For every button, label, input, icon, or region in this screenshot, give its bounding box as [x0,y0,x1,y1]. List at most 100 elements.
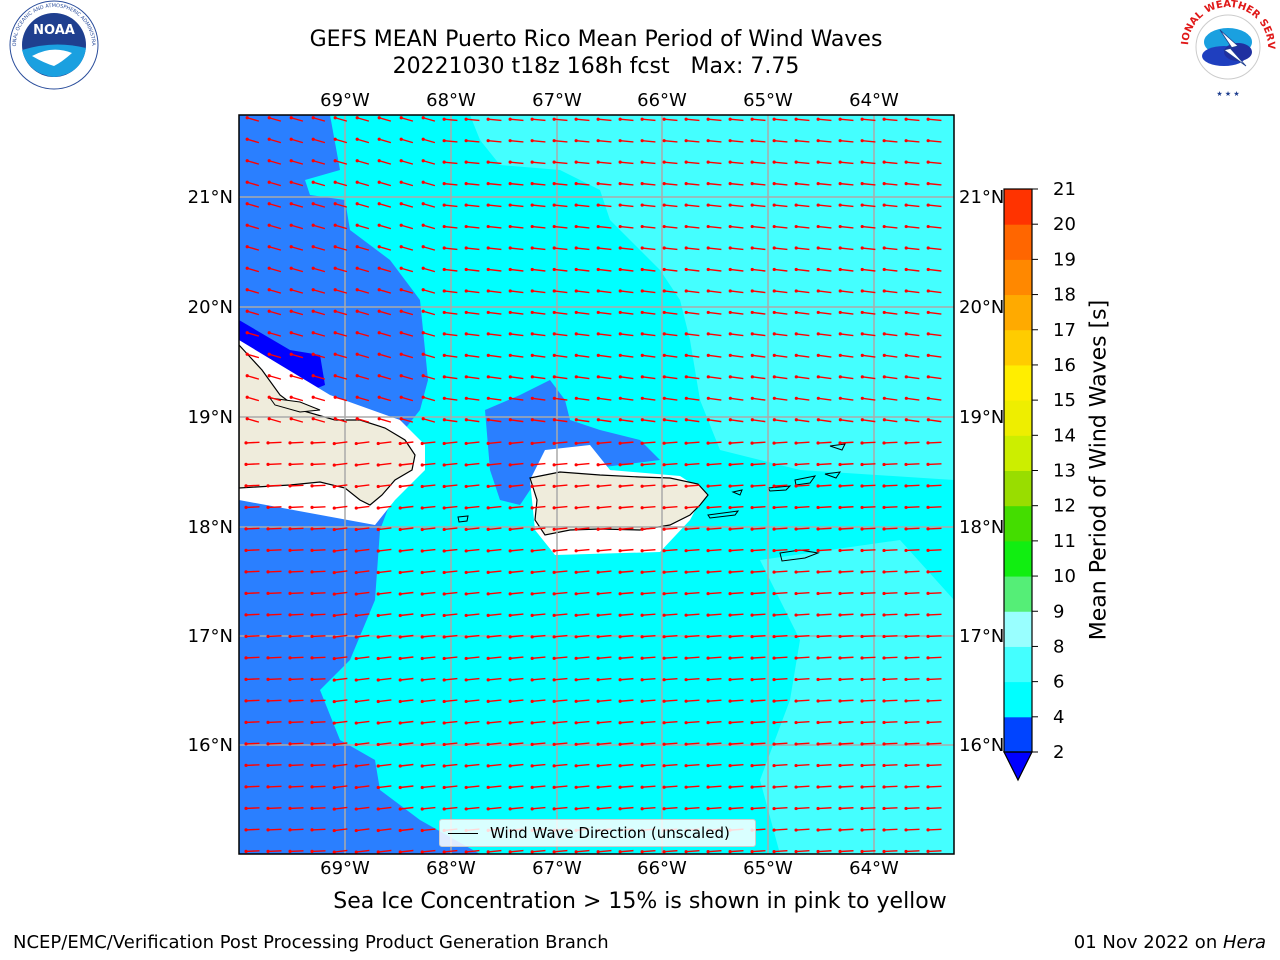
wind-arrow-head [706,764,710,768]
wind-arrow-head [288,505,292,509]
wind-arrow [884,376,898,380]
wind-arrow [620,268,634,272]
wind-arrow-head [530,267,534,272]
wind-arrow-head [530,246,534,250]
wind-arrow-head [662,721,666,725]
wind-arrow [335,117,348,122]
wind-arrow [620,419,634,423]
wind-arrow [313,224,326,230]
wind-arrow [532,656,546,660]
wind-arrow-head [398,570,402,575]
wind-arrow-head [311,395,315,399]
wind-arrow [884,419,898,423]
wind-arrow [444,118,458,122]
wind-arrow [884,182,898,186]
wind-arrow-head [684,635,688,639]
lat-label-right: 19°N [959,407,1004,428]
wind-arrow [554,204,568,208]
wind-arrow-head [574,375,578,379]
wind-arrow [730,484,744,487]
wind-arrow-head [662,310,666,315]
wind-arrow [532,613,546,617]
wind-arrow-head [398,441,402,446]
wind-arrow [774,570,788,573]
wind-arrow-head [486,332,490,336]
wind-arrow [708,397,722,401]
wind-arrow-head [355,417,359,421]
wind-arrow [774,290,788,294]
wind-arrow [246,785,260,788]
wind-arrow [708,333,722,337]
wind-arrow-head [464,807,468,811]
wind-arrow-head [882,462,886,467]
wind-arrow [664,484,678,487]
wind-arrow [598,161,612,165]
wind-arrow [400,720,414,724]
wind-arrow [554,527,568,531]
wind-arrow-head [355,395,359,399]
wind-arrow [664,225,678,229]
wind-arrow-head [574,592,578,596]
wind-arrow-head [618,742,622,746]
wind-arrow-head [332,828,336,833]
wind-arrow-head [574,203,578,207]
wind-arrow-head [442,375,446,379]
wind-arrow [620,182,634,186]
wind-arrow-head [662,182,666,186]
wind-arrow-head [904,484,908,488]
wind-arrow-head [310,441,314,445]
wind-arrow-head [684,375,688,379]
wind-arrow [291,203,304,208]
wind-arrow [269,353,282,359]
wind-arrow-head [376,549,380,553]
wind-arrow-head [794,375,798,379]
wind-arrow-head [355,331,359,335]
wind-arrow [708,204,722,208]
wind-arrow [774,527,788,530]
wind-arrow [334,505,348,509]
wind-arrow-head [838,634,842,639]
lat-label-right: 21°N [959,187,1004,208]
wind-arrow [664,656,678,659]
wind-arrow-head [728,721,732,725]
wind-arrow [906,182,920,186]
wind-arrow-head [926,267,930,272]
wind-arrow [818,807,832,810]
wind-arrow [620,397,634,401]
wind-arrow [356,634,370,638]
wind-arrow [928,311,942,315]
lat-label-right: 17°N [959,626,1004,647]
wind-arrow-head [640,267,644,272]
wind-arrow-head [552,396,556,400]
wind-arrow [620,462,634,466]
wind-arrow [818,656,832,659]
wind-arrow [444,419,458,423]
wind-arrow-head [552,289,556,293]
wind-arrow-head [750,806,754,811]
lon-label-top: 64°W [849,90,899,111]
wind-arrow-head [311,116,315,120]
wind-arrow [466,785,480,789]
colorbar-tick-label: 21 [1053,179,1076,200]
wind-arrow-head [706,463,710,467]
wind-arrow [664,763,678,767]
wind-arrow-head [530,332,534,336]
wind-arrow-head [399,159,403,163]
wind-arrow-head [728,850,732,854]
wind-arrow-head [728,160,732,164]
wind-arrow-head [706,656,710,660]
wind-arrow [862,333,876,337]
wind-arrow [620,613,634,616]
wind-arrow [664,182,678,186]
wind-arrow-head [618,353,622,357]
wind-arrow-head [926,806,930,810]
wind-arrow [488,311,502,315]
wind-arrow-head [333,137,337,141]
wind-arrow-head [398,785,402,790]
wind-arrow [312,678,326,681]
wind-arrow-head [354,613,358,618]
wind-arrow [423,418,436,423]
chart-title: GEFS MEAN Puerto Rico Mean Period of Win… [309,27,883,52]
wind-arrow-head [684,549,688,553]
wind-arrow-head [486,267,490,272]
